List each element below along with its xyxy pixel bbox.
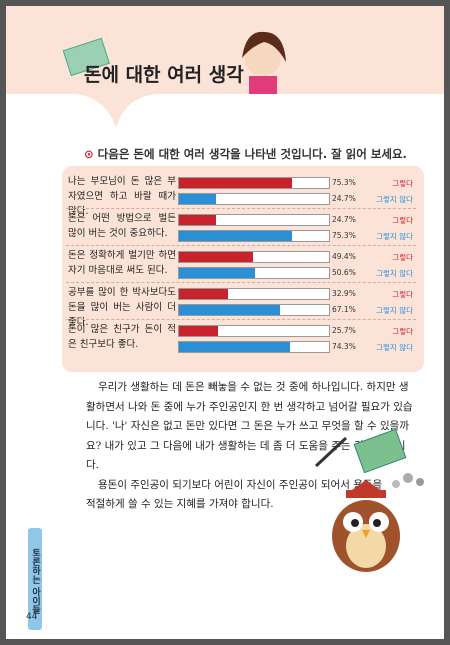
row-separator <box>66 319 416 320</box>
body-text: 우리가 생활하는 데 돈은 빼놓을 수 없는 것 중에 하나입니다. 하지만 생… <box>86 378 416 515</box>
series-label: 그렇다 <box>392 253 413 262</box>
bar <box>179 305 280 315</box>
bar <box>179 289 229 299</box>
instruction-text: 다음은 돈에 대한 여러 생각을 나타낸 것입니다. 잘 읽어 보세요. <box>97 147 407 161</box>
header-band <box>6 6 444 128</box>
category-label: 나는 부모님이 돈 많은 부자였으면 하고 바랄 때가 많다. <box>68 176 176 217</box>
bar <box>179 268 255 278</box>
value-label: 25.7% <box>332 326 356 335</box>
series-label: 그렇다 <box>392 179 413 188</box>
category-label: 공부를 많이 한 박사보다도 돈을 많이 버는 사람이 더 좋다. <box>68 287 176 328</box>
series-label: 그렇다 <box>392 216 413 225</box>
series-label: 그렇지 않다 <box>376 195 413 204</box>
value-label: 24.7% <box>332 215 356 224</box>
bar <box>179 231 292 241</box>
series-label: 그렇다 <box>392 290 413 299</box>
page-number: 44 <box>26 612 38 622</box>
bar <box>179 215 217 225</box>
category-label: 돈이 많은 친구가 돈이 적은 친구보다 좋다. <box>68 324 176 350</box>
value-label: 49.4% <box>332 252 356 261</box>
value-label: 32.9% <box>332 289 356 298</box>
category-label: 돈은 정확하게 벌기만 하면 자기 마음대로 써도 된다. <box>68 250 176 276</box>
series-label: 그렇지 않다 <box>376 306 413 315</box>
illustration <box>314 428 424 572</box>
series-label: 그렇다 <box>392 327 413 336</box>
page: 돈에 대한 여러 생각 ⊙ 다음은 돈에 대한 여러 생각을 나타낸 것입니다.… <box>6 6 444 639</box>
instruction: ⊙ 다음은 돈에 대한 여러 생각을 나타낸 것입니다. 잘 읽어 보세요. <box>84 147 407 161</box>
paragraph: 용돈이 주인공이 되기보다 어린이 자신이 주인공이 되어서 용돈을 적절하게 … <box>86 478 383 511</box>
series-label: 그렇지 않다 <box>376 232 413 241</box>
row-separator <box>66 245 416 246</box>
value-label: 75.3% <box>332 178 356 187</box>
paragraph: 우리가 생활하는 데 돈은 빼놓을 수 없는 것 중에 하나입니다. 하지만 생… <box>86 381 413 471</box>
series-label: 그렇지 않다 <box>376 343 413 352</box>
series-label: 그렇지 않다 <box>376 269 413 278</box>
bar <box>179 326 218 336</box>
value-label: 67.1% <box>332 305 356 314</box>
bar <box>179 342 291 352</box>
bar <box>179 194 217 204</box>
row-separator <box>66 208 416 209</box>
bar <box>179 178 292 188</box>
page-title: 돈에 대한 여러 생각 <box>84 64 244 86</box>
value-label: 74.3% <box>332 342 356 351</box>
value-label: 75.3% <box>332 231 356 240</box>
row-separator <box>66 282 416 283</box>
value-label: 24.7% <box>332 194 356 203</box>
bar <box>179 252 254 262</box>
value-label: 50.6% <box>332 268 356 277</box>
sidebar-label: 토론하는 아이들 <box>28 528 42 630</box>
category-label: 돈은 어떤 방법으로 벌든 많이 버는 것이 중요하다. <box>68 213 176 239</box>
